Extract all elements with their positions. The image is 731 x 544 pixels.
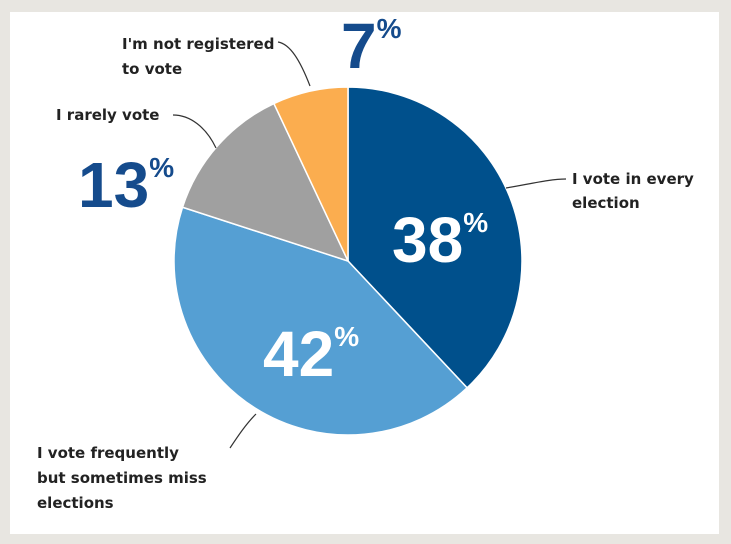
label-not-registered: I'm not registered to vote: [122, 35, 280, 78]
pie-slice-every-election: [347, 86, 523, 389]
chart-card: I vote in every election I vote frequent…: [10, 12, 719, 534]
pie-slice-vote-frequently: [173, 206, 469, 436]
value-label-notreg: 7%: [341, 12, 402, 82]
label-rarely-vote: I rarely vote: [56, 106, 159, 124]
pie-slice-not-registered: [272, 86, 349, 262]
value-label-every: 38%: [392, 204, 488, 276]
value-label-rarely: 13%: [78, 149, 174, 221]
leader-line-notreg: [277, 41, 311, 87]
pie-slice-rarely-vote: [181, 102, 350, 263]
label-vote-every-election: I vote in every election: [572, 170, 699, 212]
pie-slices: [173, 86, 523, 436]
leader-line-frequent: [229, 413, 257, 449]
value-label-frequent: 42%: [263, 318, 359, 390]
leader-line-every: [505, 178, 567, 189]
pie-chart: I vote in every election I vote frequent…: [37, 12, 699, 512]
label-vote-frequently: I vote frequently but sometimes miss ele…: [37, 444, 212, 512]
leader-line-rarely: [172, 114, 217, 149]
